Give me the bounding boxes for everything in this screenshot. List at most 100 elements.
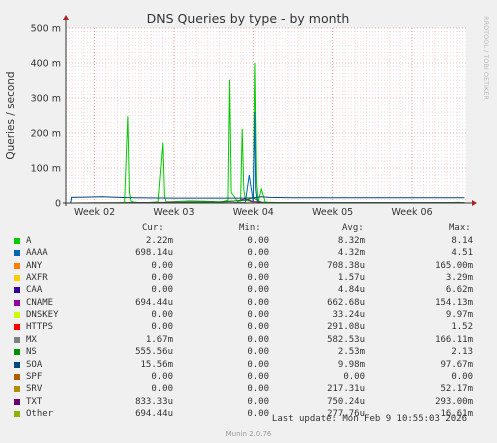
legend-cur: 15.56m	[140, 359, 173, 370]
legend-min: 0.00	[247, 408, 269, 419]
legend-name: Other	[26, 408, 54, 419]
legend-row: NS 555.56u 0.00 2.53m 2.13	[0, 346, 497, 358]
legend-min: 0.00	[247, 273, 269, 284]
legend-swatch	[14, 250, 20, 257]
y-tick-label: 300 m	[31, 94, 61, 105]
legend-avg: 291.08u	[327, 322, 365, 333]
legend-swatch	[14, 324, 20, 331]
x-tick-label: Week 05	[312, 207, 353, 218]
legend-avg: 4.32m	[337, 248, 365, 259]
legend-row: AAAA 698.14u 0.00 4.32m 4.51	[0, 247, 497, 259]
legend-name: CNAME	[26, 297, 54, 308]
legend-min: 0.00	[247, 371, 269, 382]
legend-max: 3.29m	[445, 273, 473, 284]
legend-max: 9.97m	[445, 310, 473, 321]
legend-max: 1.52	[451, 322, 473, 333]
legend-name: TXT	[26, 396, 43, 407]
legend-row: TXT 833.33u 0.00 750.24u 293.00m	[0, 396, 497, 408]
legend-min: 0.00	[247, 334, 269, 345]
legend-min: 0.00	[247, 396, 269, 407]
legend-row: CNAME 694.44u 0.00 662.68u 154.13m	[0, 297, 497, 309]
last-update: Last update: Mon Feb 9 10:55:03 2026	[271, 414, 467, 424]
legend-swatch	[14, 262, 20, 269]
legend-row: SPF 0.00 0.00 0.00 0.00	[0, 371, 497, 383]
y-axis-arrow	[63, 15, 69, 20]
legend-avg: 2.53m	[337, 347, 365, 358]
munin-version: Munin 2.0.76	[225, 430, 272, 438]
legend-name: MX	[26, 334, 37, 345]
legend-name: SOA	[26, 359, 43, 370]
legend-min: 0.00	[247, 285, 269, 296]
x-tick-label: Week 02	[74, 207, 115, 218]
legend-min: 0.00	[247, 297, 269, 308]
x-tick-label: Week 03	[153, 207, 194, 218]
legend-max: 165.00m	[435, 260, 473, 271]
legend-header-cur: Cur:	[142, 223, 164, 233]
legend-max: 16.61m	[440, 408, 473, 419]
y-tick-label: 200 m	[31, 129, 61, 140]
legend-row: AXFR 0.00 0.00 1.57u 3.29m	[0, 272, 497, 284]
legend-swatch	[14, 275, 20, 282]
legend-cur: 1.67m	[145, 334, 173, 345]
legend-avg: 750.24u	[327, 396, 365, 407]
legend-avg: 708.38u	[327, 260, 365, 271]
y-tick-label: 400 m	[31, 59, 61, 70]
y-axis-label: Queries / second	[5, 71, 17, 159]
y-tick-label: 0	[55, 199, 61, 210]
legend-min: 0.00	[247, 322, 269, 333]
legend-max: 154.13m	[435, 297, 473, 308]
legend-cur: 698.14u	[135, 248, 173, 259]
legend-min: 0.00	[247, 347, 269, 358]
legend-min: 0.00	[247, 260, 269, 271]
legend-avg: 582.53u	[327, 334, 365, 345]
legend-max: 6.62m	[445, 285, 473, 296]
legend-min: 0.00	[247, 310, 269, 321]
legend-max: 166.11m	[435, 334, 473, 345]
legend-avg: 4.84u	[337, 285, 365, 296]
legend-min: 0.00	[247, 236, 269, 246]
y-tick-label: 500 m	[31, 24, 61, 35]
legend-avg: 33.24u	[332, 310, 365, 321]
x-tick-label: Week 04	[233, 207, 274, 218]
legend-row: A 2.22m 0.00 8.32m 8.14	[0, 235, 497, 247]
legend-row: SOA 15.56m 0.00 9.98m 97.67m	[0, 359, 497, 371]
legend-swatch	[14, 361, 20, 368]
legend-row: Other 694.44u 0.00 277.76u 16.61m	[0, 408, 497, 420]
legend-min: 0.00	[247, 359, 269, 370]
rrdtool-watermark: RRDTOOL / TOBI OETIKER	[482, 16, 490, 100]
legend-name: ANY	[26, 260, 43, 271]
legend-max: 52.17m	[440, 384, 473, 395]
legend-cur: 0.00	[151, 273, 173, 284]
legend-cur: 0.00	[151, 322, 173, 333]
legend-name: A	[26, 236, 32, 246]
legend-swatch	[14, 386, 20, 393]
legend-name: HTTPS	[26, 322, 54, 333]
x-tick-label: Week 06	[391, 207, 432, 218]
legend-cur: 0.00	[151, 384, 173, 395]
legend-header-max: Max:	[449, 223, 471, 233]
legend-swatch	[14, 373, 20, 380]
legend-cur: 0.00	[151, 285, 173, 296]
legend-swatch	[14, 349, 20, 356]
legend-max: 4.51	[451, 248, 473, 259]
legend-swatch	[14, 287, 20, 294]
legend-name: AXFR	[26, 273, 48, 284]
legend-min: 0.00	[247, 384, 269, 395]
series-line-soa	[70, 196, 465, 204]
legend-avg: 277.76u	[327, 408, 365, 419]
legend-avg: 217.31u	[327, 384, 365, 395]
legend-header-min: Min:	[239, 223, 261, 233]
legend-avg: 1.57u	[337, 273, 365, 284]
legend-row: SRV 0.00 0.00 217.31u 52.17m	[0, 383, 497, 395]
legend-swatch	[14, 336, 20, 343]
chart-title: DNS Queries by type - by month	[147, 11, 350, 26]
legend-cur: 0.00	[151, 310, 173, 321]
legend-cur: 694.44u	[135, 408, 173, 419]
legend-cur: 0.00	[151, 371, 173, 382]
legend-cur: 0.00	[151, 260, 173, 271]
legend-row: ANY 0.00 0.00 708.38u 165.00m	[0, 260, 497, 272]
legend-row: HTTPS 0.00 0.00 291.08u 1.52	[0, 321, 497, 333]
legend-row: CAA 0.00 0.00 4.84u 6.62m	[0, 284, 497, 296]
legend-avg: 0.00	[343, 371, 365, 382]
